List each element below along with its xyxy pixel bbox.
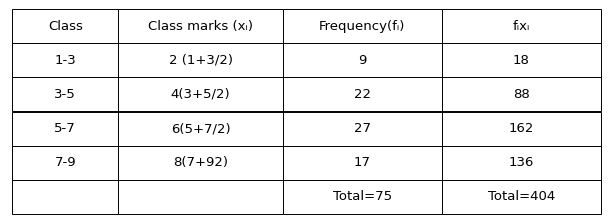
Bar	[12, 180, 118, 214]
Text: 6(5+7/2): 6(5+7/2)	[171, 122, 230, 135]
Bar	[442, 9, 601, 43]
Bar	[442, 43, 601, 77]
Bar	[283, 77, 442, 112]
Text: 1-3: 1-3	[55, 54, 76, 67]
Bar	[118, 180, 283, 214]
Bar	[283, 9, 442, 43]
Bar	[442, 146, 601, 180]
Bar	[12, 112, 118, 146]
Bar	[118, 146, 283, 180]
Text: 18: 18	[513, 54, 530, 67]
Bar	[118, 112, 283, 146]
Text: 22: 22	[354, 88, 371, 101]
Text: Total=404: Total=404	[488, 190, 555, 203]
Text: 7-9: 7-9	[55, 156, 76, 169]
Bar	[12, 9, 118, 43]
Bar	[283, 146, 442, 180]
Text: 2 (1+3/2): 2 (1+3/2)	[169, 54, 232, 67]
Text: 8(7+92): 8(7+92)	[173, 156, 228, 169]
Text: Class: Class	[48, 20, 83, 33]
Text: Total=75: Total=75	[333, 190, 392, 203]
Bar	[283, 112, 442, 146]
Text: 162: 162	[509, 122, 534, 135]
Bar	[12, 77, 118, 112]
Text: 5-7: 5-7	[55, 122, 76, 135]
Bar	[118, 77, 283, 112]
Text: 136: 136	[509, 156, 534, 169]
Bar	[442, 180, 601, 214]
Bar	[283, 180, 442, 214]
Text: 3-5: 3-5	[55, 88, 76, 101]
Bar	[118, 43, 283, 77]
Bar	[12, 43, 118, 77]
Text: 88: 88	[513, 88, 530, 101]
Bar	[442, 112, 601, 146]
Text: 9: 9	[358, 54, 367, 67]
Text: Frequency(fᵢ): Frequency(fᵢ)	[319, 20, 406, 33]
Text: 17: 17	[354, 156, 371, 169]
Bar	[283, 43, 442, 77]
Text: 4(3+5/2): 4(3+5/2)	[171, 88, 230, 101]
Bar	[118, 9, 283, 43]
Text: Class marks (xᵢ): Class marks (xᵢ)	[148, 20, 253, 33]
Bar	[12, 146, 118, 180]
Bar	[442, 77, 601, 112]
Text: fᵢxᵢ: fᵢxᵢ	[512, 20, 530, 33]
Text: 27: 27	[354, 122, 371, 135]
